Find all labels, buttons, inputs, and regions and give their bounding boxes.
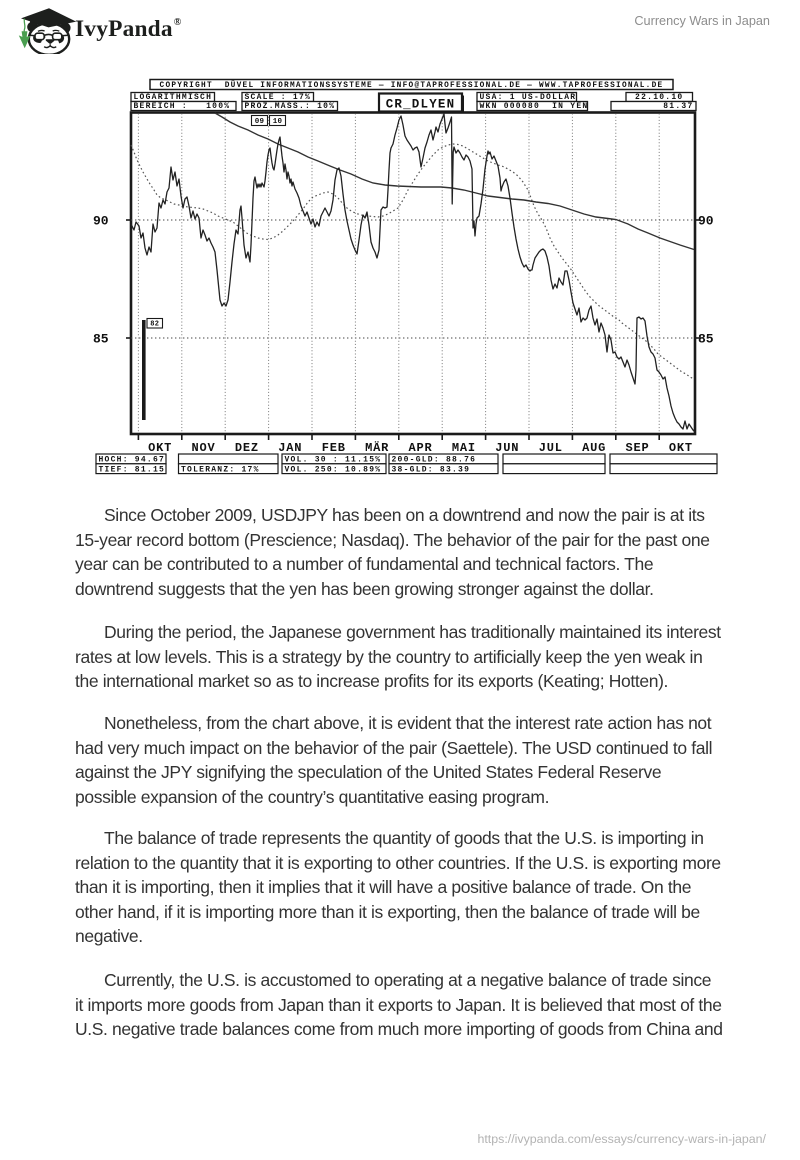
svg-text:DEZ: DEZ <box>235 441 259 455</box>
svg-text:SEP: SEP <box>625 441 649 455</box>
svg-text:USA: 1 US-DOLLAR: USA: 1 US-DOLLAR <box>480 93 577 102</box>
svg-text:NOV: NOV <box>191 441 215 455</box>
svg-text:VOL. 30 : 11.15%: VOL. 30 : 11.15% <box>285 456 382 465</box>
svg-text:09: 09 <box>255 118 265 126</box>
svg-text:COPYRIGHT DÜVEL INFORMATIONSS: COPYRIGHT DÜVEL INFORMATIONSSYSTEME — IN… <box>160 81 664 90</box>
svg-text:JUL: JUL <box>539 441 563 455</box>
svg-text:85: 85 <box>698 332 714 347</box>
svg-text:TIEF: 81.15: TIEF: 81.15 <box>99 465 166 474</box>
svg-text:22.10.10: 22.10.10 <box>635 93 683 102</box>
svg-text:AUG: AUG <box>582 441 606 455</box>
svg-text:PROZ.MASS.: 10%: PROZ.MASS.: 10% <box>245 102 336 111</box>
svg-text:JAN: JAN <box>278 441 302 455</box>
svg-text:CR_DLYEN: CR_DLYEN <box>386 98 456 112</box>
svg-text:90: 90 <box>93 214 109 229</box>
svg-text:VOL. 250: 10.89%: VOL. 250: 10.89% <box>285 465 382 474</box>
svg-text:OKT: OKT <box>669 441 693 455</box>
svg-text:200-GLD: 88.76: 200-GLD: 88.76 <box>392 456 477 465</box>
svg-text:BEREICH : 100%: BEREICH : 100% <box>134 102 231 111</box>
svg-text:85: 85 <box>93 332 109 347</box>
svg-text:OKT: OKT <box>148 441 172 455</box>
svg-text:MAI: MAI <box>452 441 476 455</box>
svg-text:38-GLD: 83.39: 38-GLD: 83.39 <box>392 465 471 474</box>
svg-text:SCALE : 17%: SCALE : 17% <box>245 93 312 102</box>
svg-text:FEB: FEB <box>322 441 346 455</box>
svg-text:82: 82 <box>150 321 159 329</box>
svg-text:MÄR: MÄR <box>365 440 389 455</box>
svg-text:LOGARITHMISCH: LOGARITHMISCH <box>134 93 213 102</box>
svg-text:APR: APR <box>408 441 432 455</box>
svg-text:HOCH: 94.67: HOCH: 94.67 <box>99 456 166 465</box>
svg-text:81.37: 81.37 <box>663 102 693 111</box>
svg-text:90: 90 <box>698 214 714 229</box>
svg-text:JUN: JUN <box>495 441 519 455</box>
svg-text:TOLERANZ: 17%: TOLERANZ: 17% <box>181 465 260 474</box>
svg-text:10: 10 <box>273 118 283 126</box>
svg-text:WKN 000080 IN YEN: WKN 000080 IN YEN <box>480 102 589 111</box>
